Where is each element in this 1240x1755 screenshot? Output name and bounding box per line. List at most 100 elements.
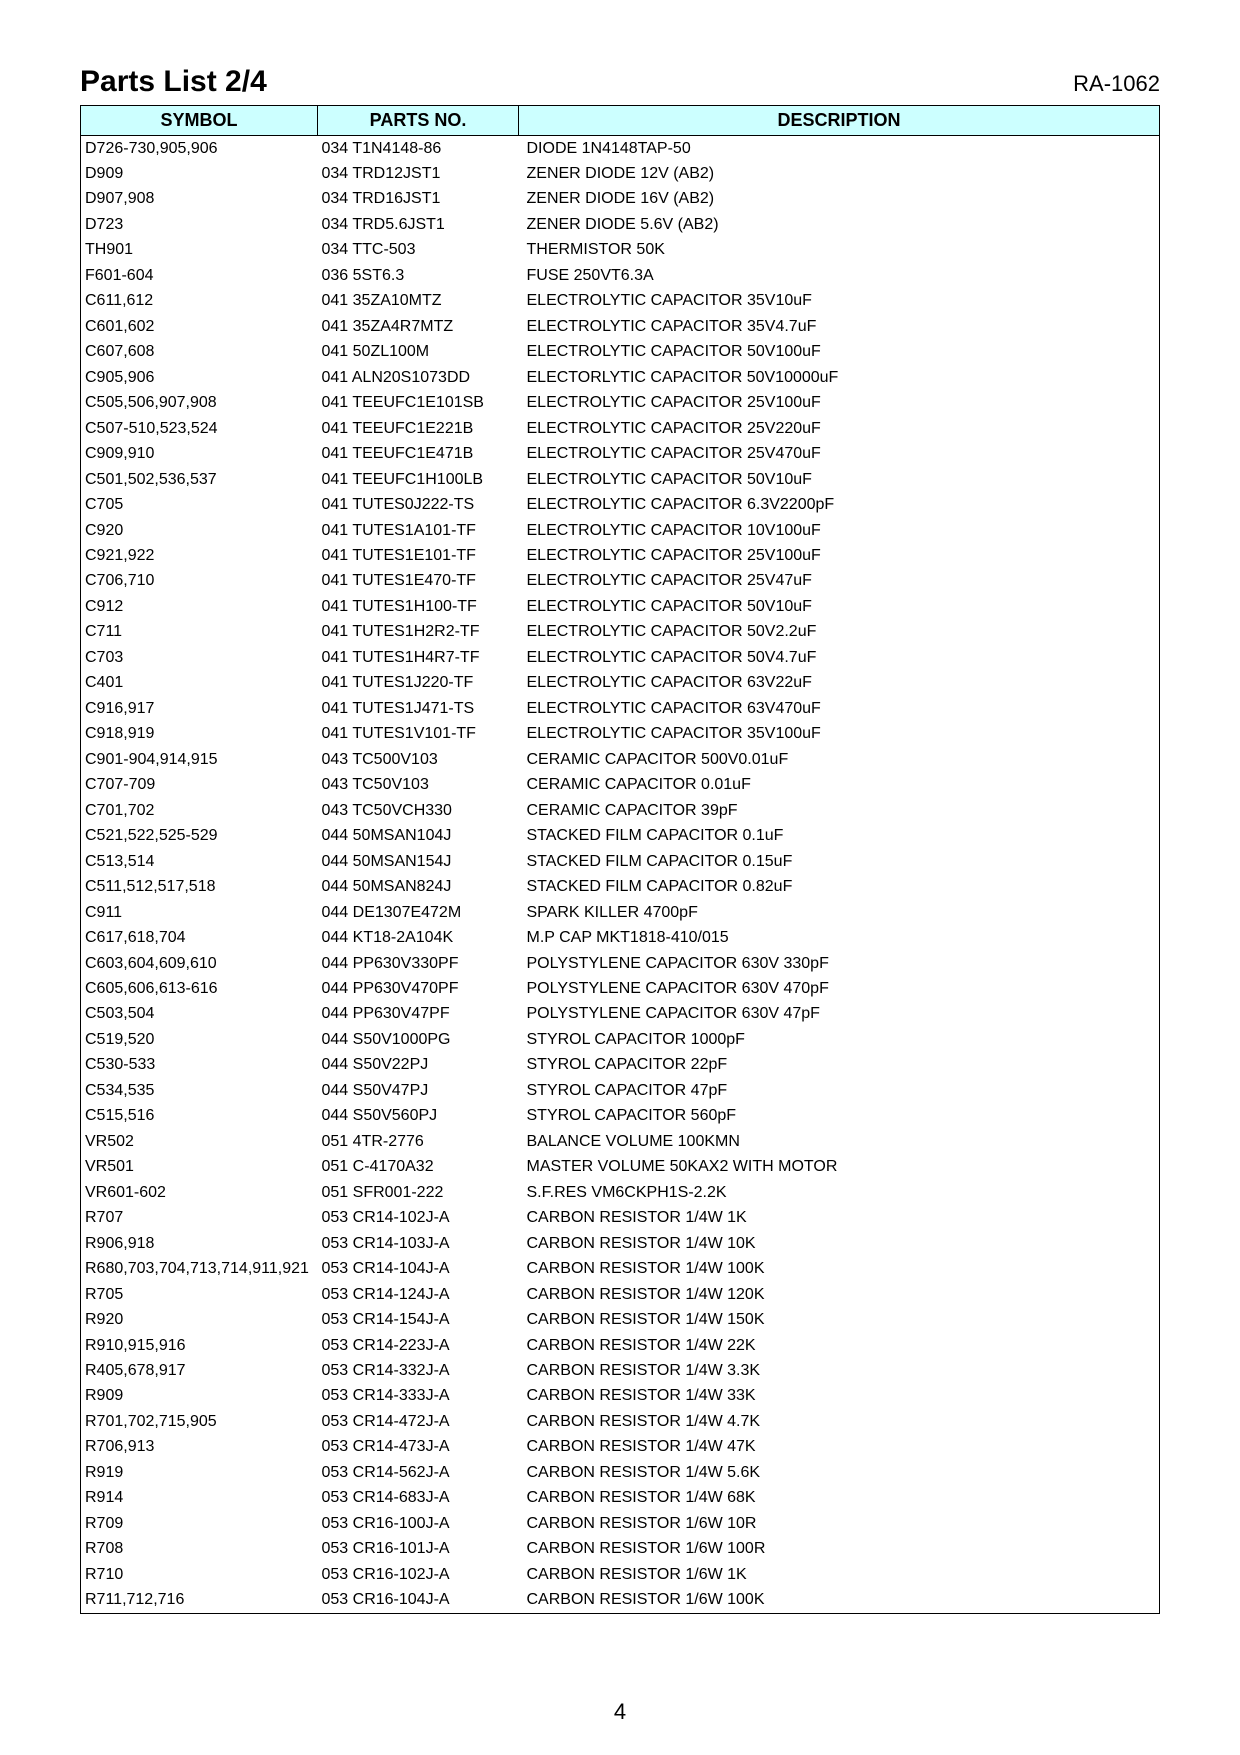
table-row: R705053 CR14-124J-ACARBON RESISTOR 1/4W … — [81, 1282, 1160, 1307]
page-title: Parts List 2/4 — [80, 65, 267, 99]
cell-desc: ELECTROLYTIC CAPACITOR 50V100uF — [519, 340, 1160, 365]
cell-desc: ELECTROLYTIC CAPACITOR 35V4.7uF — [519, 314, 1160, 339]
table-row: D907,908034 TRD16JST1ZENER DIODE 16V (AB… — [81, 187, 1160, 212]
cell-partno: 041 35ZA10MTZ — [318, 289, 519, 314]
table-row: R909053 CR14-333J-ACARBON RESISTOR 1/4W … — [81, 1384, 1160, 1409]
cell-desc: CARBON RESISTOR 1/4W 5.6K — [519, 1460, 1160, 1485]
cell-symbol: C921,922 — [81, 544, 318, 569]
cell-partno: 053 CR16-100J-A — [318, 1511, 519, 1536]
table-row: R709053 CR16-100J-ACARBON RESISTOR 1/6W … — [81, 1511, 1160, 1536]
cell-desc: ELECTROLYTIC CAPACITOR 35V100uF — [519, 722, 1160, 747]
cell-partno: 044 DE1307E472M — [318, 900, 519, 925]
table-row: VR502051 4TR-2776BALANCE VOLUME 100KMN — [81, 1129, 1160, 1154]
cell-desc: CARBON RESISTOR 1/6W 100R — [519, 1537, 1160, 1562]
cell-partno: 041 TEEUFC1E221B — [318, 416, 519, 441]
cell-symbol: C701,702 — [81, 798, 318, 823]
table-row: C916,917041 TUTES1J471-TSELECTROLYTIC CA… — [81, 696, 1160, 721]
cell-symbol: R919 — [81, 1460, 318, 1485]
cell-partno: 041 50ZL100M — [318, 340, 519, 365]
cell-symbol: VR601-602 — [81, 1180, 318, 1205]
table-row: D726-730,905,906034 T1N4148-86DIODE 1N41… — [81, 136, 1160, 162]
parts-table-head: SYMBOL PARTS NO. DESCRIPTION — [81, 106, 1160, 136]
cell-partno: 041 TUTES1E101-TF — [318, 544, 519, 569]
table-row: C918,919041 TUTES1V101-TFELECTROLYTIC CA… — [81, 722, 1160, 747]
cell-desc: ZENER DIODE 16V (AB2) — [519, 187, 1160, 212]
cell-partno: 053 CR14-473J-A — [318, 1435, 519, 1460]
cell-partno: 053 CR14-154J-A — [318, 1308, 519, 1333]
cell-symbol: R906,918 — [81, 1231, 318, 1256]
cell-symbol: R706,913 — [81, 1435, 318, 1460]
cell-symbol: C901-904,914,915 — [81, 747, 318, 772]
cell-desc: SPARK KILLER 4700pF — [519, 900, 1160, 925]
cell-partno: 051 SFR001-222 — [318, 1180, 519, 1205]
cell-desc: ELECTROLYTIC CAPACITOR 25V220uF — [519, 416, 1160, 441]
table-row: C605,606,613-616044 PP630V470PFPOLYSTYLE… — [81, 976, 1160, 1001]
cell-partno: 053 CR16-104J-A — [318, 1588, 519, 1614]
cell-partno: 053 CR16-101J-A — [318, 1537, 519, 1562]
table-row: C705041 TUTES0J222-TSELECTROLYTIC CAPACI… — [81, 493, 1160, 518]
cell-partno: 041 TEEUFC1E101SB — [318, 391, 519, 416]
col-header-desc: DESCRIPTION — [519, 106, 1160, 136]
cell-partno: 034 TRD12JST1 — [318, 161, 519, 186]
cell-partno: 053 CR14-102J-A — [318, 1206, 519, 1231]
cell-symbol: TH901 — [81, 238, 318, 263]
cell-desc: FUSE 250VT6.3A — [519, 263, 1160, 288]
cell-desc: ELECTROLYTIC CAPACITOR 25V100uF — [519, 391, 1160, 416]
cell-desc: CARBON RESISTOR 1/4W 33K — [519, 1384, 1160, 1409]
cell-symbol: D909 — [81, 161, 318, 186]
cell-partno: 053 CR14-683J-A — [318, 1486, 519, 1511]
cell-symbol: C905,906 — [81, 365, 318, 390]
table-row: C901-904,914,915043 TC500V103CERAMIC CAP… — [81, 747, 1160, 772]
cell-symbol: C605,606,613-616 — [81, 976, 318, 1001]
table-row: C706,710041 TUTES1E470-TFELECTROLYTIC CA… — [81, 569, 1160, 594]
cell-partno: 034 TRD16JST1 — [318, 187, 519, 212]
cell-partno: 051 C-4170A32 — [318, 1155, 519, 1180]
cell-desc: CARBON RESISTOR 1/6W 10R — [519, 1511, 1160, 1536]
cell-symbol: R405,678,917 — [81, 1359, 318, 1384]
table-row: C521,522,525-529044 50MSAN104JSTACKED FI… — [81, 824, 1160, 849]
cell-desc: ELECTORLYTIC CAPACITOR 50V10000uF — [519, 365, 1160, 390]
cell-symbol: C530-533 — [81, 1053, 318, 1078]
cell-partno: 034 TRD5.6JST1 — [318, 212, 519, 237]
cell-partno: 043 TC500V103 — [318, 747, 519, 772]
cell-symbol: C617,618,704 — [81, 926, 318, 951]
cell-partno: 036 5ST6.3 — [318, 263, 519, 288]
cell-desc: ELECTROLYTIC CAPACITOR 25V47uF — [519, 569, 1160, 594]
table-row: R906,918053 CR14-103J-ACARBON RESISTOR 1… — [81, 1231, 1160, 1256]
cell-desc: THERMISTOR 50K — [519, 238, 1160, 263]
cell-desc: STYROL CAPACITOR 47pF — [519, 1078, 1160, 1103]
cell-partno: 044 50MSAN154J — [318, 849, 519, 874]
cell-symbol: C603,604,609,610 — [81, 951, 318, 976]
cell-partno: 041 TUTES1H4R7-TF — [318, 645, 519, 670]
table-row: R707053 CR14-102J-ACARBON RESISTOR 1/4W … — [81, 1206, 1160, 1231]
cell-partno: 044 S50V47PJ — [318, 1078, 519, 1103]
table-row: C530-533044 S50V22PJSTYROL CAPACITOR 22p… — [81, 1053, 1160, 1078]
table-row: C501,502,536,537041 TEEUFC1H100LBELECTRO… — [81, 467, 1160, 492]
cell-desc: CARBON RESISTOR 1/4W 100K — [519, 1257, 1160, 1282]
cell-symbol: C503,504 — [81, 1002, 318, 1027]
cell-partno: 044 PP630V470PF — [318, 976, 519, 1001]
parts-table: SYMBOL PARTS NO. DESCRIPTION D726-730,90… — [80, 105, 1160, 1614]
cell-desc: CARBON RESISTOR 1/6W 100K — [519, 1588, 1160, 1614]
cell-symbol: F601-604 — [81, 263, 318, 288]
table-row: C711041 TUTES1H2R2-TFELECTROLYTIC CAPACI… — [81, 620, 1160, 645]
cell-symbol: C706,710 — [81, 569, 318, 594]
cell-symbol: D723 — [81, 212, 318, 237]
cell-partno: 053 CR14-472J-A — [318, 1409, 519, 1434]
cell-symbol: C501,502,536,537 — [81, 467, 318, 492]
cell-symbol: R711,712,716 — [81, 1588, 318, 1614]
cell-symbol: C703 — [81, 645, 318, 670]
cell-desc: STACKED FILM CAPACITOR 0.82uF — [519, 875, 1160, 900]
cell-desc: ELECTROLYTIC CAPACITOR 25V470uF — [519, 442, 1160, 467]
table-row: D723034 TRD5.6JST1ZENER DIODE 5.6V (AB2) — [81, 212, 1160, 237]
cell-partno: 043 TC50V103 — [318, 773, 519, 798]
cell-partno: 034 TTC-503 — [318, 238, 519, 263]
cell-symbol: R914 — [81, 1486, 318, 1511]
table-row: C513,514044 50MSAN154JSTACKED FILM CAPAC… — [81, 849, 1160, 874]
cell-desc: ELECTROLYTIC CAPACITOR 63V22uF — [519, 671, 1160, 696]
cell-symbol: R680,703,704,713,714,911,921 — [81, 1257, 318, 1282]
cell-desc: ELECTROLYTIC CAPACITOR 35V10uF — [519, 289, 1160, 314]
cell-partno: 034 T1N4148-86 — [318, 136, 519, 162]
cell-symbol: C601,602 — [81, 314, 318, 339]
cell-partno: 044 S50V1000PG — [318, 1027, 519, 1052]
